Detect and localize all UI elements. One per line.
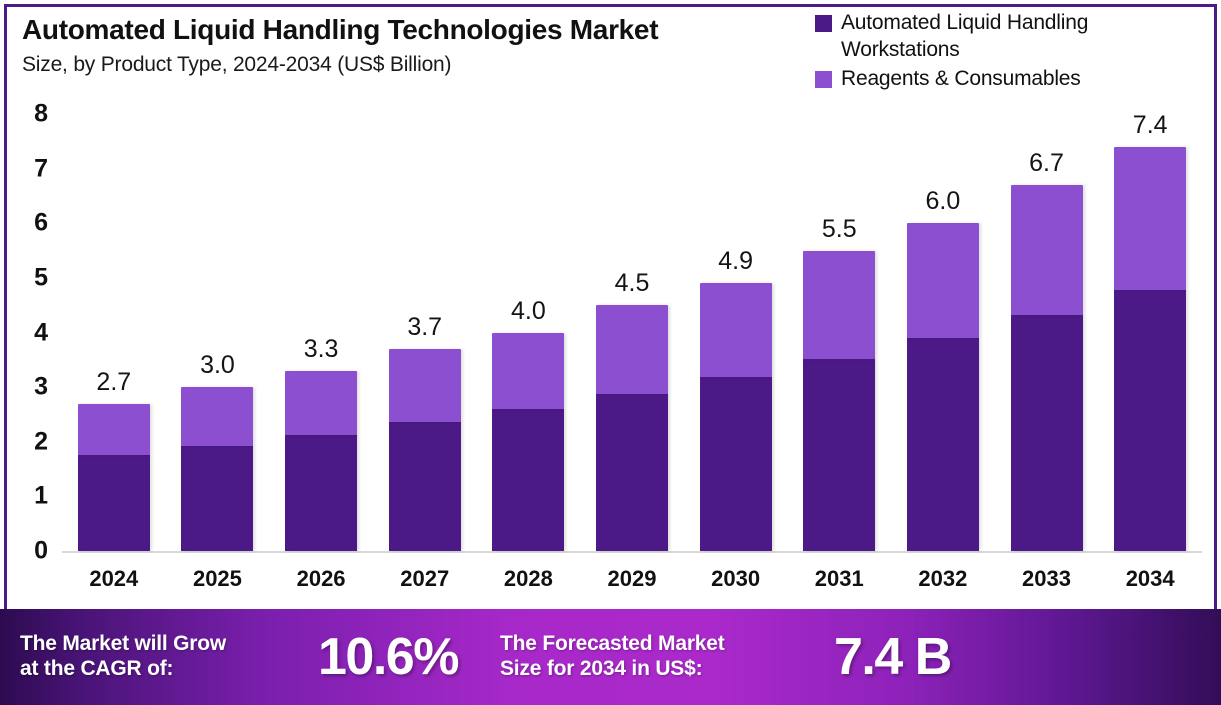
y-axis-tick: 1 <box>34 481 48 510</box>
forecast-caption-line1: The Forecasted Market <box>500 632 725 656</box>
forecast-caption-line2: Size for 2034 in US$: <box>500 657 703 680</box>
bar-group[interactable]: 4.5 <box>596 269 668 551</box>
cagr-caption-line2: at the CAGR of: <box>20 657 174 680</box>
y-axis-tick: 5 <box>34 263 48 292</box>
bar-segment-workstations[interactable] <box>492 408 565 551</box>
cagr-caption-line1: The Market will Grow <box>20 632 227 656</box>
bar-value-label: 3.3 <box>303 334 339 363</box>
bar-segment-reagents[interactable] <box>803 250 876 359</box>
x-axis-label: 2032 <box>918 566 968 591</box>
bar-value-label: 3.0 <box>200 351 235 380</box>
bar-segment-workstations[interactable] <box>285 434 358 551</box>
legend-item-label: Automated Liquid Handling Workstations <box>841 11 1089 61</box>
bar-segment-reagents[interactable] <box>1010 185 1083 316</box>
bar-series-container: 2.7 3.0 3.3 3.7 4.0 4.5 4.9 5.5 6.0 6.7 7.4 <box>62 111 1202 551</box>
bar-segment-reagents[interactable] <box>906 223 979 338</box>
bar-segment-reagents[interactable] <box>77 403 150 456</box>
x-axis-label: 2028 <box>503 566 553 591</box>
bar-value-label: 2.7 <box>96 367 132 396</box>
bar-segment-workstations[interactable] <box>77 455 150 551</box>
y-axis-tick: 6 <box>34 208 48 237</box>
y-axis-tick: 8 <box>34 99 48 128</box>
bar-group[interactable]: 4.9 <box>699 247 772 551</box>
bar-segment-workstations[interactable] <box>803 358 876 551</box>
x-axis-label: 2027 <box>400 566 450 591</box>
bar-segment-workstations[interactable] <box>1010 315 1083 551</box>
chart-plot-area: 0 1 2 3 4 5 6 7 8 2.7 3.0 3.3 3.7 4.0 4.5 4.9 5.5 6.0 6.7… <box>34 99 1202 591</box>
x-axis-label: 2031 <box>814 566 864 591</box>
cagr-caption: The Market will Grow at the CAGR of: <box>20 632 226 682</box>
legend-item-label: Reagents & Consumables <box>841 66 1081 90</box>
bar-value-label: 4.0 <box>510 296 546 325</box>
bar-segment-workstations[interactable] <box>699 377 772 551</box>
bar-segment-reagents[interactable] <box>699 283 772 378</box>
y-axis-tick: 2 <box>34 427 48 456</box>
x-axis-label: 2029 <box>607 566 657 591</box>
y-axis-tick: 0 <box>34 536 48 565</box>
bar-segment-reagents[interactable] <box>1114 146 1187 291</box>
bar-segment-reagents[interactable] <box>285 370 358 435</box>
bar-value-label: 5.5 <box>821 214 857 243</box>
bar-segment-workstations[interactable] <box>388 422 461 551</box>
page-subtitle: Size, by Product Type, 2024-2034 (US$ Bi… <box>22 53 452 76</box>
bar-group[interactable]: 3.0 <box>181 351 254 551</box>
y-axis-tick: 4 <box>34 318 48 346</box>
bar-group[interactable]: 2.7 <box>77 368 150 551</box>
bar-segment-workstations[interactable] <box>596 393 668 551</box>
bar-group[interactable]: 6.7 <box>1010 149 1083 551</box>
bar-value-label: 7.4 <box>1132 110 1168 139</box>
bar-segment-reagents[interactable] <box>388 348 461 423</box>
bar-group[interactable]: 5.5 <box>803 215 876 551</box>
forecast-value: 7.4 B <box>834 628 952 686</box>
bar-group[interactable]: 3.7 <box>388 313 461 551</box>
chart-header: Automated Liquid Handling Technologies M… <box>22 12 812 77</box>
x-axis-label: 2033 <box>1022 566 1071 591</box>
x-axis-label: 2030 <box>711 566 761 591</box>
legend-item-reagents[interactable]: Reagents & Consumables <box>815 66 1165 93</box>
bar-segment-reagents[interactable] <box>596 305 668 394</box>
x-axis-label: 2024 <box>89 566 139 591</box>
bar-segment-reagents[interactable] <box>492 332 565 409</box>
bar-segment-workstations[interactable] <box>181 445 254 551</box>
bar-value-label: 6.0 <box>925 187 961 216</box>
x-axis-label: 2026 <box>296 566 346 591</box>
bar-segment-workstations[interactable] <box>906 337 979 551</box>
x-axis-baseline <box>62 551 1202 553</box>
legend-swatch-icon <box>815 70 832 88</box>
bar-segment-workstations[interactable] <box>1114 290 1187 551</box>
y-axis-tick: 7 <box>34 154 48 183</box>
x-axis-label: 2034 <box>1125 566 1175 591</box>
bar-group[interactable]: 4.0 <box>492 297 565 551</box>
bar-value-label: 3.7 <box>407 312 443 341</box>
cagr-value: 10.6% <box>318 628 459 686</box>
bar-value-label: 4.9 <box>718 247 754 276</box>
bar-group[interactable]: 3.3 <box>285 335 358 551</box>
legend-item-workstations[interactable]: Automated Liquid Handling Workstations <box>815 10 1165 64</box>
page-title: Automated Liquid Handling Technologies M… <box>22 14 659 45</box>
bar-group[interactable]: 7.4 <box>1114 111 1187 551</box>
y-axis-tick: 3 <box>34 372 48 401</box>
x-axis-label: 2025 <box>192 566 242 591</box>
legend-swatch-icon <box>815 15 832 32</box>
bar-segment-reagents[interactable] <box>181 387 254 446</box>
bar-value-label: 4.5 <box>614 269 650 298</box>
bar-group[interactable]: 6.0 <box>906 187 979 551</box>
bar-value-label: 6.7 <box>1029 149 1064 178</box>
forecast-caption: The Forecasted Market Size for 2034 in U… <box>500 632 725 682</box>
summary-banner: The Market will Grow at the CAGR of: 10.… <box>0 609 1221 705</box>
chart-legend: Automated Liquid Handling Workstations R… <box>815 10 1165 95</box>
